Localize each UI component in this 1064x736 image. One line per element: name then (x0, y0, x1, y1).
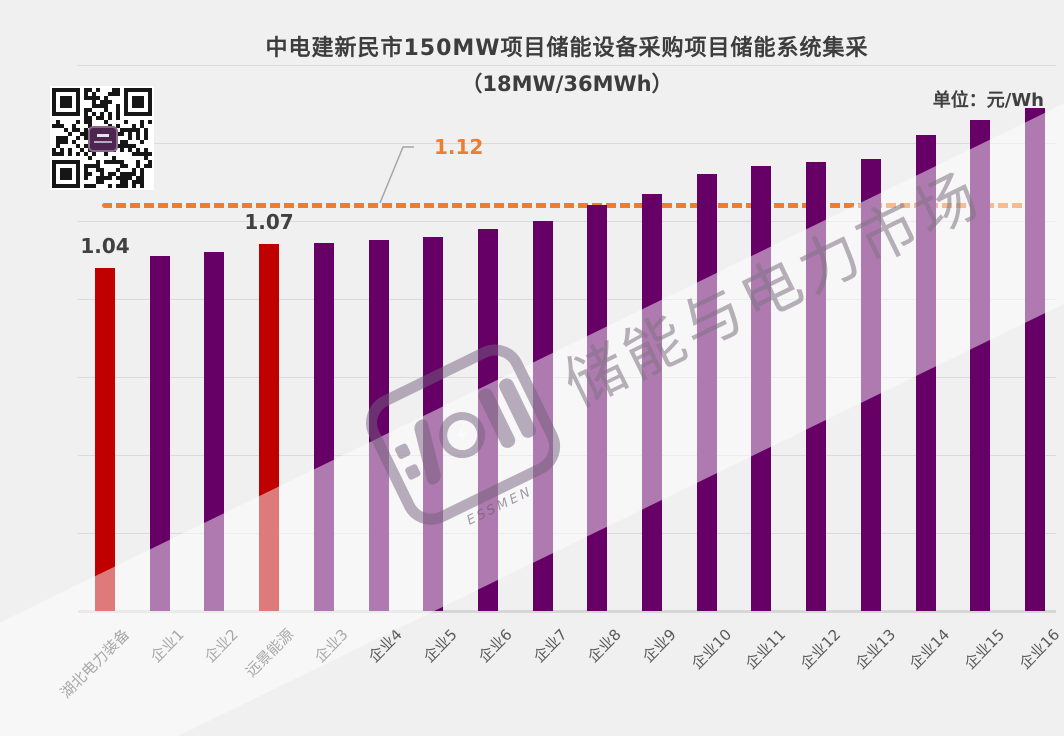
reference-dashed-line (102, 203, 1037, 208)
gridline (78, 533, 1056, 534)
x-tick-label: 企业12 (796, 625, 845, 673)
bar-企业1 (150, 256, 170, 611)
bar-企业4 (369, 240, 389, 611)
gridline (78, 65, 1056, 66)
lightning-bolt-icon: ⚡ (431, 404, 493, 466)
x-tick-label: 企业8 (584, 625, 626, 667)
bar-value-label: 1.07 (244, 210, 294, 234)
x-tick-label: 企业5 (420, 625, 462, 667)
bar-企业9 (642, 194, 662, 611)
x-axis-line (78, 610, 1056, 613)
bar-企业12 (806, 162, 826, 611)
x-tick-label: 企业16 (1015, 625, 1064, 673)
gridline (78, 455, 1056, 456)
gridline (78, 377, 1056, 378)
chart-title: 中电建新民市150MW项目储能设备采购项目储能系统集采 (265, 36, 869, 61)
gridline (78, 221, 1056, 222)
reference-line-value-label: 1.12 (434, 135, 484, 159)
bar-企业10 (697, 174, 717, 611)
bar-企业7 (533, 221, 553, 611)
bar-企业2 (204, 252, 224, 611)
bar-湖北电力装备 (95, 268, 115, 611)
x-tick-label: 企业14 (905, 625, 954, 673)
unit-label: 单位：元/Wh (932, 90, 1044, 111)
bar-企业8 (587, 205, 607, 611)
bar-企业6 (478, 229, 498, 611)
bar-企业15 (970, 120, 990, 611)
bar-企业3 (314, 243, 334, 611)
x-tick-label: 企业11 (741, 625, 790, 673)
x-tick-label: 企业15 (960, 625, 1009, 673)
logo-dots (394, 442, 422, 481)
x-tick-label: 企业9 (639, 625, 681, 667)
bar-value-label: 1.04 (80, 234, 130, 258)
bar-企业5 (423, 237, 443, 611)
qr-center-logo-icon (88, 126, 118, 152)
qr-code (50, 86, 154, 190)
gridline (78, 143, 1056, 144)
bar-企业16 (1025, 108, 1045, 611)
bar-企业14 (916, 135, 936, 611)
x-tick-label: 企业13 (851, 625, 900, 673)
gridline (78, 299, 1056, 300)
x-tick-label: 企业7 (530, 625, 572, 667)
x-tick-label: 企业10 (687, 625, 736, 673)
bar-远景能源 (259, 244, 279, 611)
chart-subtitle: （18MW/36MWh） (461, 72, 673, 96)
bar-企业13 (861, 159, 881, 611)
bar-企业11 (751, 166, 771, 611)
x-tick-label: 企业6 (475, 625, 517, 667)
